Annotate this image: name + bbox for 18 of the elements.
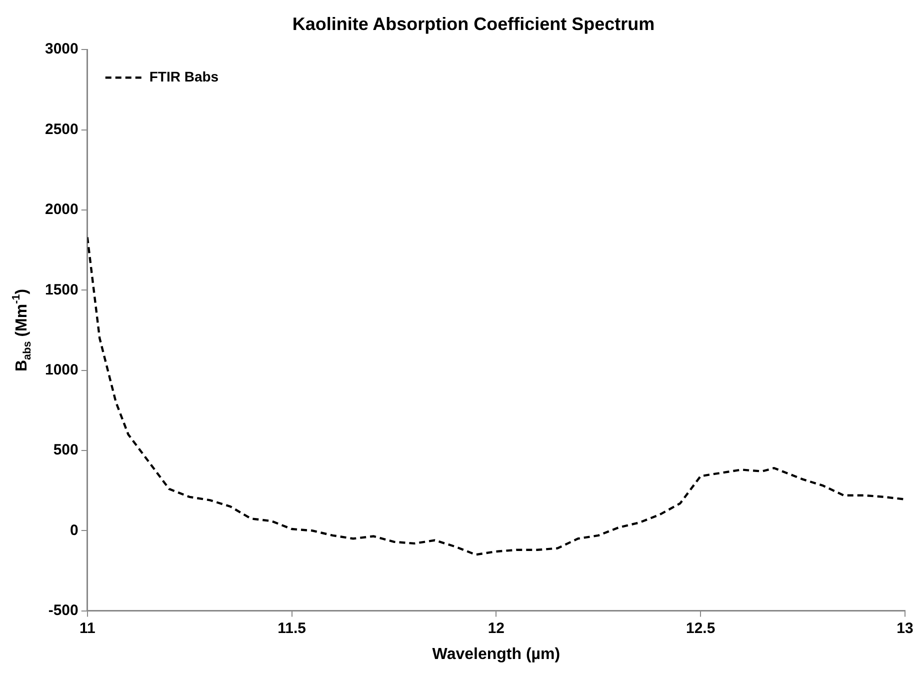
line-series	[87, 236, 905, 556]
y-tick-label: 3000	[44, 40, 78, 58]
x-tick-label: 11.5	[278, 620, 306, 637]
legend-label: FTIR Babs	[149, 68, 219, 84]
y-axis-title: Babs (Mm-1)	[10, 288, 34, 372]
chart-title: Kaolinite Absorption Coefficient Spectrum	[292, 14, 655, 34]
y-tick-label: -500	[48, 602, 78, 619]
y-tick-label: 2500	[44, 120, 78, 138]
x-tick-label: 12.5	[686, 620, 716, 637]
y-tick-label: 2000	[44, 201, 78, 218]
x-tick-label: 13	[896, 620, 914, 637]
x-tick-label: 11	[79, 620, 96, 637]
y-tick-label: 1000	[44, 361, 78, 378]
y-tick-label: 1500	[44, 281, 78, 298]
x-tick-label: 12	[488, 620, 505, 637]
y-tick-label: 500	[53, 442, 78, 459]
x-axis-title: Wavelength (µm)	[432, 646, 560, 663]
y-tick-label: 0	[70, 522, 78, 539]
